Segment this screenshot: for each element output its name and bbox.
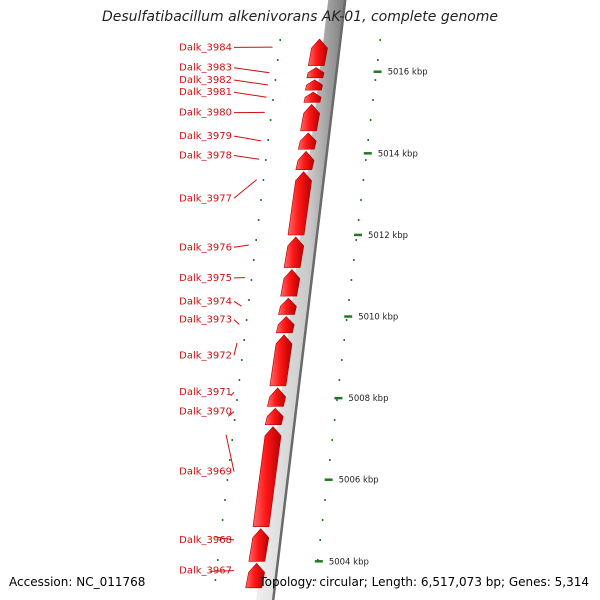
gene-label[interactable]: Dalk_3971 [179, 387, 232, 398]
gene-label[interactable]: Dalk_3967 [179, 566, 232, 577]
gene-label[interactable]: Dalk_3972 [179, 350, 232, 361]
gene-arrow[interactable] [283, 236, 305, 268]
gene-label-leader [233, 244, 249, 248]
gene-arrow[interactable] [252, 426, 282, 527]
topology-text: Topology: circular; Length: 6,517,073 bp… [259, 575, 589, 589]
gene-arrow[interactable] [305, 79, 323, 91]
gene-label-leader [233, 67, 270, 74]
gene-label-leader [213, 536, 235, 541]
gene-label-leader [233, 154, 260, 160]
gene-label[interactable]: Dalk_3982 [179, 75, 232, 86]
gene-label-leader [233, 91, 267, 98]
gene-layer [245, 38, 328, 589]
gene-arrow[interactable] [280, 269, 301, 297]
kbp-tick-label: 5010 kbp [358, 313, 398, 323]
gene-label[interactable]: Dalk_3968 [179, 535, 232, 546]
gene-arrow[interactable] [269, 334, 293, 387]
gene-label[interactable]: Dalk_3976 [179, 242, 232, 253]
gene-arrow[interactable] [306, 67, 325, 79]
kbp-tick-label: 5008 kbp [348, 394, 388, 404]
gene-label-leader [233, 342, 238, 356]
gene-label-leader [233, 79, 269, 86]
gene-label[interactable]: Dalk_3974 [179, 296, 232, 307]
gene-label[interactable]: Dalk_3977 [179, 193, 232, 204]
gene-label-leader [227, 411, 235, 417]
gene-arrow[interactable] [275, 316, 295, 334]
gene-arrow[interactable] [300, 103, 320, 132]
backbone-edge [271, 0, 347, 600]
gene-arrow[interactable] [287, 171, 312, 236]
gene-label-leader [233, 319, 240, 325]
gene-label-leader [225, 434, 235, 472]
accession-text: Accession: NC_011768 [9, 575, 146, 589]
gene-arrow[interactable] [297, 132, 317, 150]
gene-label[interactable]: Dalk_3973 [179, 315, 232, 326]
kbp-tick-label: 5006 kbp [339, 476, 379, 486]
kbp-tick-label: 5016 kbp [388, 68, 428, 78]
kbp-tick-label: 5012 kbp [368, 231, 408, 241]
gene-label[interactable]: Dalk_3980 [179, 108, 232, 119]
gene-label[interactable]: Dalk_3969 [179, 467, 232, 478]
genome-title: Desulfatibacillum alkenivorans AK-01, co… [101, 9, 499, 25]
gene-arrow[interactable] [278, 297, 297, 315]
gene-label-leader [233, 135, 262, 142]
kbp-tick-label: 5014 kbp [378, 149, 418, 159]
gene-label-leader [233, 179, 257, 199]
gene-arrow[interactable] [264, 407, 284, 425]
gene-arrow[interactable] [248, 528, 270, 562]
gene-arrow[interactable] [295, 150, 315, 170]
gene-label-leader [230, 391, 235, 397]
gene-arrow[interactable] [267, 387, 286, 407]
gene-label[interactable]: Dalk_3981 [179, 87, 232, 98]
kbp-tick-label: 5004 kbp [329, 557, 369, 567]
gene-label-leader [233, 300, 242, 307]
gene-label[interactable]: Dalk_3978 [179, 150, 232, 161]
tick-layer: 5016 kbp 5014 kbp 5012 kbp 5010 kbp 5008 kbp… [214, 39, 428, 581]
gene-arrow[interactable] [303, 91, 322, 103]
gene-arrow[interactable] [307, 38, 328, 66]
gene-label-leader [209, 570, 235, 572]
gene-label[interactable]: Dalk_3970 [179, 406, 232, 417]
gene-label[interactable]: Dalk_3979 [179, 131, 232, 142]
gene-arrow[interactable] [245, 562, 265, 589]
gene-label[interactable]: Dalk_3975 [179, 273, 232, 284]
gene-label[interactable]: Dalk_3984 [179, 42, 232, 53]
gene-label[interactable]: Dalk_3983 [179, 63, 232, 74]
